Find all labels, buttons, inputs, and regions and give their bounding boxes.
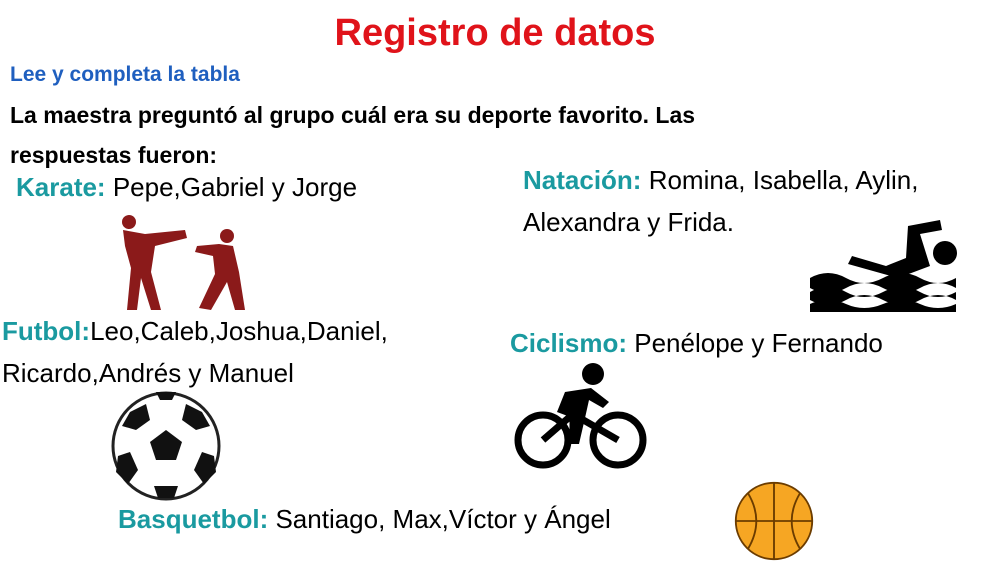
karate-label: Karate: [16,172,106,202]
ciclismo-names: Penélope y Fernando [627,328,883,358]
futbol-entry: Futbol:Leo,Caleb,Joshua,Daniel, Ricardo,A… [2,310,388,394]
ciclismo-label: Ciclismo: [510,328,628,358]
basketball-icon [734,481,814,561]
natacion-names-2: Alexandra y Frida. [523,207,734,237]
basquetbol-entry: Basquetbol: Santiago, Max,Víctor y Ángel [118,498,611,540]
natacion-names-1: Romina, Isabella, Aylin, [641,165,919,195]
natacion-label: Natación: [523,165,642,195]
page-title: Registro de datos [334,12,656,54]
futbol-names-1: Leo,Caleb,Joshua,Daniel, [90,316,388,346]
karate-entry: Karate: Pepe,Gabriel y Jorge [16,166,357,208]
ciclismo-entry: Ciclismo: Penélope y Fernando [510,322,883,364]
soccer-ball-icon [111,391,221,501]
karate-names: Pepe,Gabriel y Jorge [105,172,358,202]
prompt-line-1: La maestra preguntó al grupo cuál era su… [10,102,696,128]
instruction: Lee y completa la tabla [10,63,240,86]
karate-icon [122,215,245,310]
futbol-label: Futbol: [2,316,91,346]
basquetbol-label: Basquetbol: [118,504,269,534]
cyclist-icon [514,363,647,469]
basquetbol-names: Santiago, Max,Víctor y Ángel [268,504,611,534]
futbol-names-2: Ricardo,Andrés y Manuel [2,358,294,388]
swimmer-icon [810,220,957,312]
natacion-entry: Natación: Romina, Isabella, Aylin, Alexan… [523,159,918,243]
prompt-line-2: respuestas fueron: [10,142,218,168]
